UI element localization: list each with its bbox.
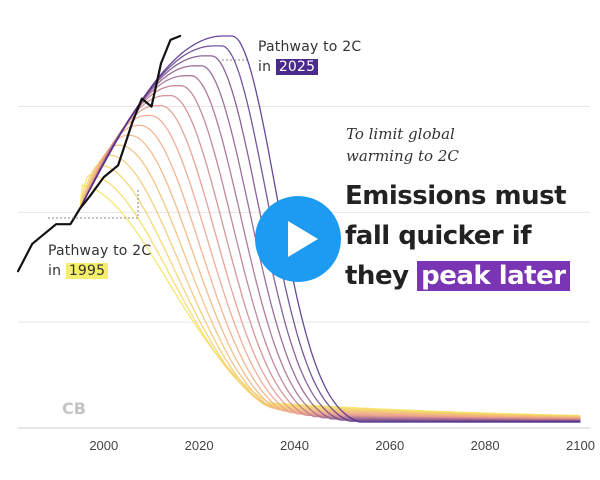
annotation-2025-year: 2025: [275, 59, 319, 75]
annotation-2025-line2: in 2025: [258, 57, 361, 77]
historical-series: [16, 34, 182, 273]
leader-1995: [48, 188, 139, 219]
headline-line1: Emissions must: [345, 181, 567, 211]
x-tick-label-2100: 2100: [566, 438, 595, 453]
annotation-1995-line1: Pathway to 2C: [48, 243, 152, 259]
headline-line3-a: they: [345, 261, 409, 291]
annotation-1995-year: 1995: [65, 263, 109, 279]
subtitle-note: To limit global warming to 2C: [346, 123, 459, 167]
x-tick-label-2080: 2080: [471, 438, 500, 453]
headline-line2: fall quicker if: [345, 221, 532, 251]
annotation-2025-prefix: in: [258, 59, 272, 75]
historical-line: [16, 34, 182, 273]
pathway-line-2025: [79, 35, 581, 423]
annotation-2025: Pathway to 2C in 2025: [258, 37, 361, 77]
play-icon: [288, 221, 318, 257]
headline: Emissions must fall quicker if they peak…: [345, 176, 570, 296]
subtitle-line2: warming to 2C: [346, 147, 459, 165]
x-axis: 2000 2020 2040 2060 2080 2100: [18, 427, 595, 453]
x-tick-label-2040: 2040: [280, 438, 309, 453]
annotation-1995: Pathway to 2C in 1995: [48, 241, 151, 281]
carbon-brief-logo: CB: [62, 399, 86, 418]
annotation-1995-line2: in 1995: [48, 261, 151, 281]
annotation-2025-line1: Pathway to 2C: [258, 39, 362, 55]
x-tick-label-2060: 2060: [375, 438, 404, 453]
headline-line3: they peak later: [345, 256, 570, 296]
subtitle-line1: To limit global: [346, 125, 455, 143]
headline-highlight: peak later: [417, 261, 570, 291]
x-tick-label-2000: 2000: [89, 438, 118, 453]
annotation-leaders: [48, 59, 247, 219]
annotation-1995-prefix: in: [48, 263, 62, 279]
pathway-lines: [79, 35, 581, 423]
x-tick-label-2020: 2020: [185, 438, 214, 453]
play-button[interactable]: [255, 196, 341, 282]
